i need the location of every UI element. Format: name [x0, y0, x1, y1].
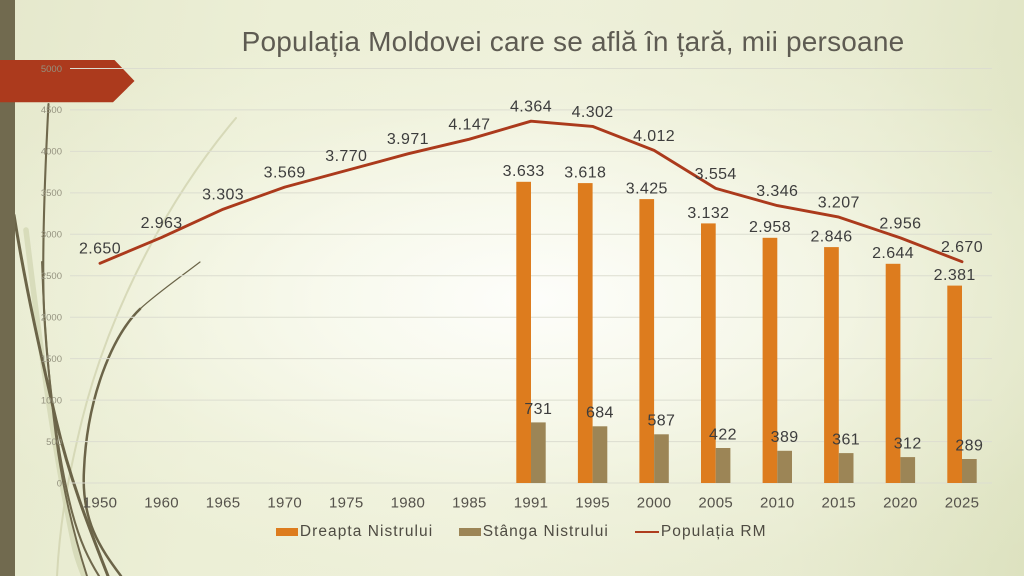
svg-text:3.303: 3.303	[202, 187, 244, 204]
svg-text:2.381: 2.381	[934, 267, 976, 284]
svg-text:4000: 4000	[41, 147, 62, 158]
svg-text:500: 500	[46, 437, 62, 448]
svg-text:1980: 1980	[391, 495, 426, 512]
svg-text:4.147: 4.147	[448, 117, 490, 134]
svg-text:0: 0	[57, 478, 62, 489]
svg-text:2.846: 2.846	[810, 229, 852, 246]
svg-text:2020: 2020	[883, 495, 918, 512]
svg-text:1985: 1985	[452, 495, 487, 512]
svg-text:3.618: 3.618	[564, 165, 606, 182]
svg-text:1975: 1975	[329, 495, 364, 512]
svg-text:3000: 3000	[41, 230, 62, 241]
svg-text:361: 361	[832, 432, 860, 449]
svg-text:1000: 1000	[41, 395, 62, 406]
svg-text:1965: 1965	[206, 495, 241, 512]
svg-text:1950: 1950	[83, 495, 118, 512]
svg-text:1500: 1500	[41, 354, 62, 365]
svg-text:3.132: 3.132	[687, 205, 729, 222]
svg-text:4.012: 4.012	[633, 128, 675, 145]
svg-text:1970: 1970	[267, 495, 302, 512]
svg-text:2.650: 2.650	[79, 241, 121, 258]
svg-text:2.956: 2.956	[879, 215, 921, 232]
svg-text:389: 389	[771, 429, 799, 446]
svg-text:2.958: 2.958	[749, 219, 791, 236]
svg-text:3.425: 3.425	[626, 181, 668, 198]
svg-text:3.971: 3.971	[387, 131, 429, 148]
svg-text:2000: 2000	[637, 495, 672, 512]
svg-text:2010: 2010	[760, 495, 795, 512]
svg-text:1991: 1991	[514, 495, 549, 512]
svg-text:312: 312	[894, 436, 922, 453]
svg-text:1960: 1960	[144, 495, 179, 512]
svg-text:2500: 2500	[41, 271, 62, 282]
svg-text:2.644: 2.644	[872, 245, 914, 262]
svg-text:3.770: 3.770	[325, 148, 367, 165]
svg-text:4.364: 4.364	[510, 99, 552, 116]
svg-text:3.569: 3.569	[264, 165, 306, 182]
svg-text:4.302: 4.302	[572, 104, 614, 121]
svg-text:587: 587	[647, 413, 675, 430]
svg-text:2000: 2000	[41, 313, 62, 324]
svg-text:4500: 4500	[41, 105, 62, 116]
svg-text:5000: 5000	[41, 64, 62, 75]
svg-text:422: 422	[709, 426, 737, 443]
svg-text:684: 684	[586, 405, 614, 422]
svg-text:2.670: 2.670	[941, 239, 983, 256]
svg-text:289: 289	[955, 437, 983, 454]
svg-text:3.633: 3.633	[503, 163, 545, 180]
svg-text:3500: 3500	[41, 188, 62, 199]
svg-text:2.963: 2.963	[141, 215, 183, 232]
svg-text:3.554: 3.554	[695, 166, 737, 183]
svg-text:3.207: 3.207	[818, 195, 860, 212]
svg-text:2015: 2015	[822, 495, 857, 512]
svg-text:2005: 2005	[698, 495, 733, 512]
svg-text:2025: 2025	[945, 495, 980, 512]
svg-text:731: 731	[524, 401, 552, 418]
svg-text:1995: 1995	[575, 495, 610, 512]
svg-text:3.346: 3.346	[756, 183, 798, 200]
